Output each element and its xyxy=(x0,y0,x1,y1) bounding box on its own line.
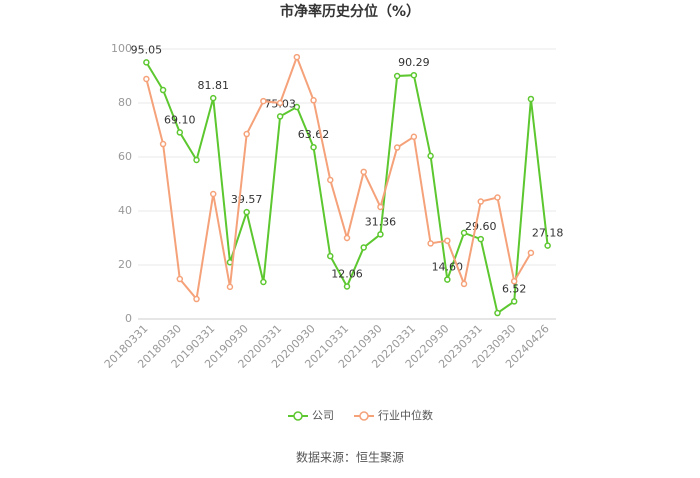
point xyxy=(494,309,501,317)
point xyxy=(176,129,184,136)
point xyxy=(410,133,418,140)
data-label: 29.60 xyxy=(465,220,497,233)
point xyxy=(544,242,551,249)
data-label: 27.18 xyxy=(532,227,564,240)
point xyxy=(527,249,535,257)
point xyxy=(427,152,434,160)
data-label: 14.60 xyxy=(432,261,464,274)
point xyxy=(460,280,468,288)
point xyxy=(243,130,250,138)
point xyxy=(293,53,301,61)
data-label: 12.06 xyxy=(331,267,363,280)
point xyxy=(276,99,284,107)
source: 数据来源：恒生聚源 xyxy=(296,450,404,465)
point xyxy=(460,229,468,237)
point xyxy=(377,231,384,238)
data-label: 6.52 xyxy=(502,282,527,295)
point xyxy=(360,168,367,176)
data-label: 95.05 xyxy=(131,43,163,56)
data-label: 81.81 xyxy=(197,79,229,92)
point xyxy=(327,176,334,184)
data-label: 39.57 xyxy=(231,193,263,206)
point xyxy=(510,298,518,305)
legend-label: 行业中位数 xyxy=(378,408,433,422)
data-label: 69.10 xyxy=(164,113,196,126)
chart-title: 市净率历史分位（%） xyxy=(280,3,420,20)
point xyxy=(393,72,401,80)
point xyxy=(477,198,485,205)
point xyxy=(444,237,451,244)
point xyxy=(527,95,535,103)
y-tick-label: 0 xyxy=(125,312,132,325)
point xyxy=(494,194,501,201)
point xyxy=(360,244,367,251)
point xyxy=(159,86,167,94)
point xyxy=(444,276,451,283)
y-tick-label: 80 xyxy=(118,96,132,109)
legend-marker xyxy=(359,411,369,421)
series-line xyxy=(145,54,532,302)
point xyxy=(176,275,184,283)
data-label: 31.36 xyxy=(365,215,397,228)
point xyxy=(293,103,301,111)
point xyxy=(276,113,284,120)
point xyxy=(209,94,217,102)
data-label: 90.29 xyxy=(398,56,430,69)
point xyxy=(310,143,317,151)
point xyxy=(343,283,351,290)
legend-marker xyxy=(293,411,303,421)
y-tick-label: 60 xyxy=(118,150,132,163)
point xyxy=(327,252,334,260)
point xyxy=(209,190,217,198)
point xyxy=(143,59,150,66)
point xyxy=(377,203,384,211)
point xyxy=(159,140,167,148)
point xyxy=(260,278,267,286)
point xyxy=(310,97,317,104)
point xyxy=(410,71,418,79)
y-tick-label: 100 xyxy=(111,42,132,55)
data-label: 63.62 xyxy=(298,128,330,141)
legend-label: 公司 xyxy=(312,409,334,422)
point xyxy=(427,240,434,247)
point xyxy=(393,144,401,151)
point xyxy=(243,208,250,216)
point xyxy=(343,234,351,242)
point xyxy=(143,75,150,83)
y-tick-label: 20 xyxy=(118,258,132,271)
point xyxy=(477,235,485,243)
point xyxy=(226,283,234,291)
point xyxy=(193,156,200,164)
point xyxy=(260,97,267,105)
point xyxy=(193,295,200,303)
y-tick-label: 40 xyxy=(118,204,132,217)
point xyxy=(510,277,518,285)
